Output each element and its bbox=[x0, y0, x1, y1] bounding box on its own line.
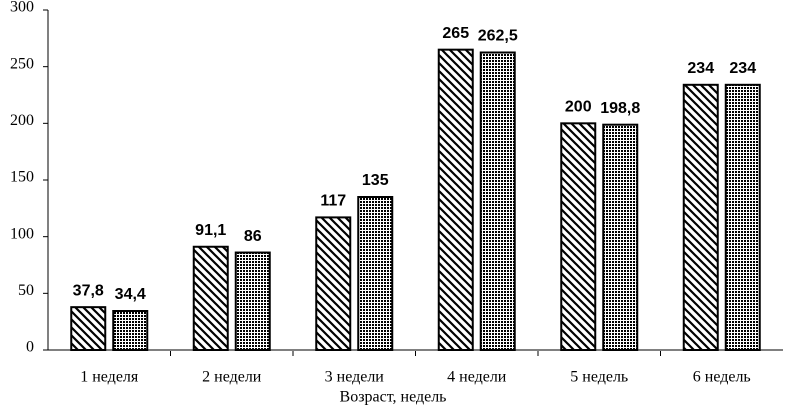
bar bbox=[112, 310, 149, 352]
value-label: 265 bbox=[442, 25, 469, 42]
x-tick-label: 2 недели bbox=[202, 369, 262, 386]
value-label: 34,4 bbox=[115, 286, 146, 303]
y-tick-label: 200 bbox=[10, 112, 34, 129]
bar bbox=[560, 122, 597, 352]
bar bbox=[357, 196, 394, 351]
value-label: 234 bbox=[687, 60, 714, 77]
x-tick-label: 4 недели bbox=[447, 369, 507, 386]
bar bbox=[234, 251, 271, 352]
x-tick-label: 6 недель bbox=[693, 369, 751, 386]
x-axis-title: Возраст, недель bbox=[340, 389, 447, 406]
y-tick-label: 100 bbox=[10, 225, 34, 242]
value-label: 234 bbox=[729, 60, 756, 77]
y-tick-label: 0 bbox=[26, 339, 34, 356]
bar bbox=[192, 245, 229, 351]
x-tick-label: 1 неделя bbox=[80, 369, 139, 386]
bar bbox=[70, 306, 107, 352]
value-label: 262,5 bbox=[478, 28, 518, 45]
bar bbox=[682, 83, 719, 352]
value-label: 37,8 bbox=[73, 282, 104, 299]
y-tick-label: 150 bbox=[10, 169, 34, 186]
value-label: 117 bbox=[320, 193, 346, 210]
value-label: 200 bbox=[565, 99, 592, 116]
bar bbox=[724, 83, 761, 352]
bar bbox=[602, 123, 639, 352]
value-label: 91,1 bbox=[195, 222, 226, 239]
x-tick-label: 3 недели bbox=[325, 369, 385, 386]
value-label: 135 bbox=[362, 172, 389, 189]
y-tick-label: 300 bbox=[10, 0, 34, 16]
bar bbox=[437, 48, 474, 352]
y-tick-label: 50 bbox=[18, 282, 34, 299]
y-tick-label: 250 bbox=[10, 55, 34, 72]
bar bbox=[479, 51, 516, 351]
x-tick-label: 5 недель bbox=[570, 369, 628, 386]
value-label: 86 bbox=[244, 228, 262, 245]
bar bbox=[315, 216, 352, 351]
value-label: 198,8 bbox=[600, 100, 640, 117]
